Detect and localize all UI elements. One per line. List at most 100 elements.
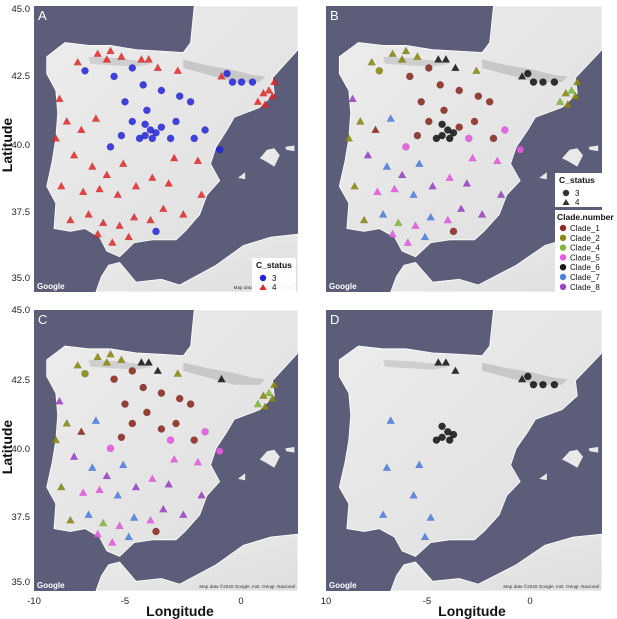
- point-B-1: [401, 46, 411, 55]
- pyrenees-relief: [482, 362, 568, 385]
- point-B-37: [561, 88, 571, 97]
- point-C-30: [201, 428, 209, 436]
- point-C-56: [131, 482, 141, 491]
- point-B-30: [501, 126, 509, 134]
- point-A-9: [153, 63, 163, 72]
- point-B-19: [438, 120, 446, 129]
- y-tick-45-top: 45.0: [12, 4, 31, 15]
- point-A-56: [131, 181, 141, 190]
- legend-clade-label-Clade_2: Clade_2: [570, 234, 600, 243]
- point-B-48: [363, 150, 373, 159]
- point-D-32: [517, 374, 527, 383]
- point-C-8: [128, 367, 137, 375]
- point-B-59: [468, 153, 477, 162]
- point-B-71: [449, 227, 458, 236]
- panel-label-A: A: [38, 8, 47, 23]
- point-A-74: [215, 145, 224, 154]
- legend-B-triangle-marker: [562, 199, 570, 205]
- x-axis-label-left: Longitude: [146, 603, 214, 619]
- point-C-2: [117, 355, 126, 363]
- point-A-18: [128, 117, 137, 126]
- point-C-5: [81, 369, 89, 378]
- point-B-27: [470, 117, 479, 126]
- point-A-1: [106, 46, 115, 55]
- point-B-49: [382, 162, 392, 170]
- point-B-42: [573, 77, 582, 86]
- point-C-38: [264, 388, 274, 397]
- point-A-29: [190, 134, 198, 143]
- legend-clade-swatch-Clade_2: [559, 234, 567, 241]
- point-B-64: [426, 212, 435, 221]
- point-B-63: [411, 221, 420, 229]
- point-A-67: [179, 209, 188, 218]
- point-C-52: [57, 482, 66, 491]
- point-D-64: [426, 513, 435, 521]
- point-B-38: [567, 85, 576, 94]
- x-tick-minus5-right: -5: [423, 596, 431, 607]
- point-B-43: [348, 94, 357, 103]
- point-A-17: [186, 98, 195, 106]
- balearic-island: [285, 145, 295, 152]
- point-C-15: [121, 400, 129, 408]
- google-watermark: Google: [329, 581, 357, 590]
- point-A-54: [95, 184, 104, 193]
- point-A-13: [157, 86, 166, 95]
- balearic-island: [259, 449, 280, 468]
- point-A-51: [118, 159, 128, 167]
- point-B-39: [571, 91, 580, 100]
- point-A-3: [102, 54, 112, 63]
- point-C-53: [78, 488, 88, 496]
- point-B-0: [388, 49, 397, 57]
- point-C-70: [124, 532, 133, 541]
- point-A-36: [248, 78, 257, 86]
- point-C-47: [91, 416, 101, 424]
- legend-A-title: C_status: [256, 260, 292, 270]
- point-C-62: [98, 518, 108, 527]
- point-B-73: [493, 156, 502, 165]
- cantabrian-relief: [383, 359, 450, 370]
- legend-clade-label-Clade_8: Clade_8: [570, 283, 600, 292]
- x-axis: -10 -5 0 10 -5 0: [27, 596, 533, 607]
- point-B-6: [434, 54, 443, 63]
- point-A-64: [129, 212, 139, 221]
- point-A-38: [264, 85, 274, 94]
- africa-landmass: [390, 233, 602, 292]
- point-B-26: [413, 131, 422, 140]
- iberia-landmass: [46, 6, 298, 258]
- pyrenees-relief: [183, 362, 266, 385]
- point-A-46: [77, 125, 86, 134]
- africa-landmass: [95, 233, 298, 292]
- legend-clade-swatch-Clade_7: [559, 273, 567, 281]
- balearic-island: [539, 172, 547, 180]
- point-B-24: [432, 134, 441, 143]
- point-C-55: [113, 490, 122, 499]
- point-D-21: [449, 430, 458, 439]
- point-D-6: [434, 358, 443, 366]
- point-B-34: [529, 78, 538, 86]
- point-C-10: [173, 369, 183, 377]
- point-B-54: [390, 184, 399, 193]
- point-A-55: [113, 190, 122, 198]
- legend-clade-swatch-Clade_5: [559, 254, 567, 261]
- balearic-island: [237, 172, 246, 180]
- point-A-69: [108, 238, 117, 246]
- balearic-island: [588, 145, 599, 152]
- point-C-49: [88, 463, 97, 471]
- point-B-72: [496, 190, 506, 198]
- point-B-46: [371, 125, 380, 134]
- y-axis-label-top: Latitude: [0, 118, 15, 173]
- point-C-66: [159, 504, 168, 513]
- x-tick-minus5-left: -5: [121, 596, 129, 607]
- point-B-69: [403, 238, 413, 246]
- legend-clade-label-Clade_4: Clade_4: [570, 244, 600, 253]
- point-B-67: [477, 209, 487, 218]
- y-tick-35-top: 35.0: [12, 273, 31, 284]
- point-C-58: [164, 479, 173, 488]
- point-B-33: [524, 69, 532, 78]
- point-D-7: [441, 358, 451, 366]
- point-A-25: [157, 123, 166, 131]
- point-C-0: [93, 352, 102, 361]
- point-B-9: [451, 63, 460, 72]
- point-B-36: [550, 78, 559, 86]
